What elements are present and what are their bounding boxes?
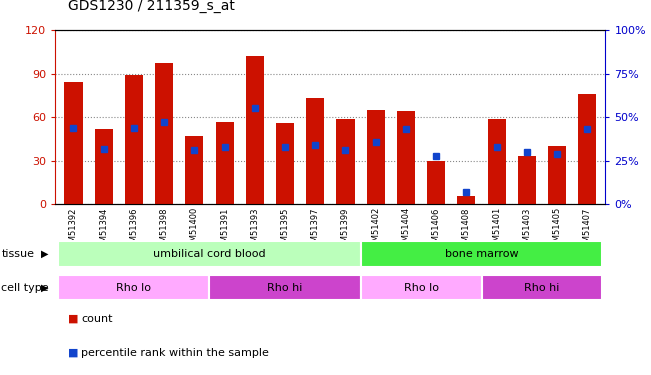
- Text: ■: ■: [68, 314, 79, 324]
- Text: cell type: cell type: [1, 283, 49, 293]
- Bar: [276, 123, 294, 204]
- Bar: [337, 118, 355, 204]
- Bar: [245, 56, 264, 204]
- Text: Rho hi: Rho hi: [524, 283, 560, 293]
- Bar: [482, 275, 602, 300]
- Bar: [94, 129, 113, 204]
- Bar: [397, 111, 415, 204]
- Bar: [210, 275, 361, 300]
- Bar: [427, 161, 445, 204]
- Text: Rho lo: Rho lo: [404, 283, 439, 293]
- Text: ▶: ▶: [41, 283, 49, 293]
- Bar: [488, 118, 506, 204]
- Bar: [215, 122, 234, 204]
- Text: GDS1230 / 211359_s_at: GDS1230 / 211359_s_at: [68, 0, 235, 13]
- Bar: [64, 82, 83, 204]
- Bar: [59, 242, 361, 267]
- Bar: [548, 146, 566, 204]
- Bar: [457, 196, 475, 204]
- Bar: [361, 275, 482, 300]
- Bar: [155, 63, 173, 204]
- Text: percentile rank within the sample: percentile rank within the sample: [81, 348, 270, 357]
- Text: Rho hi: Rho hi: [268, 283, 303, 293]
- Bar: [518, 156, 536, 204]
- Text: bone marrow: bone marrow: [445, 249, 518, 259]
- Bar: [125, 75, 143, 204]
- Text: tissue: tissue: [1, 249, 35, 259]
- Bar: [367, 110, 385, 204]
- Bar: [361, 242, 602, 267]
- Text: umbilical cord blood: umbilical cord blood: [153, 249, 266, 259]
- Bar: [578, 94, 596, 204]
- Bar: [306, 98, 324, 204]
- Bar: [59, 275, 210, 300]
- Bar: [186, 136, 203, 204]
- Text: ■: ■: [68, 348, 79, 357]
- Text: Rho lo: Rho lo: [117, 283, 152, 293]
- Text: count: count: [81, 314, 113, 324]
- Text: ▶: ▶: [41, 249, 49, 259]
